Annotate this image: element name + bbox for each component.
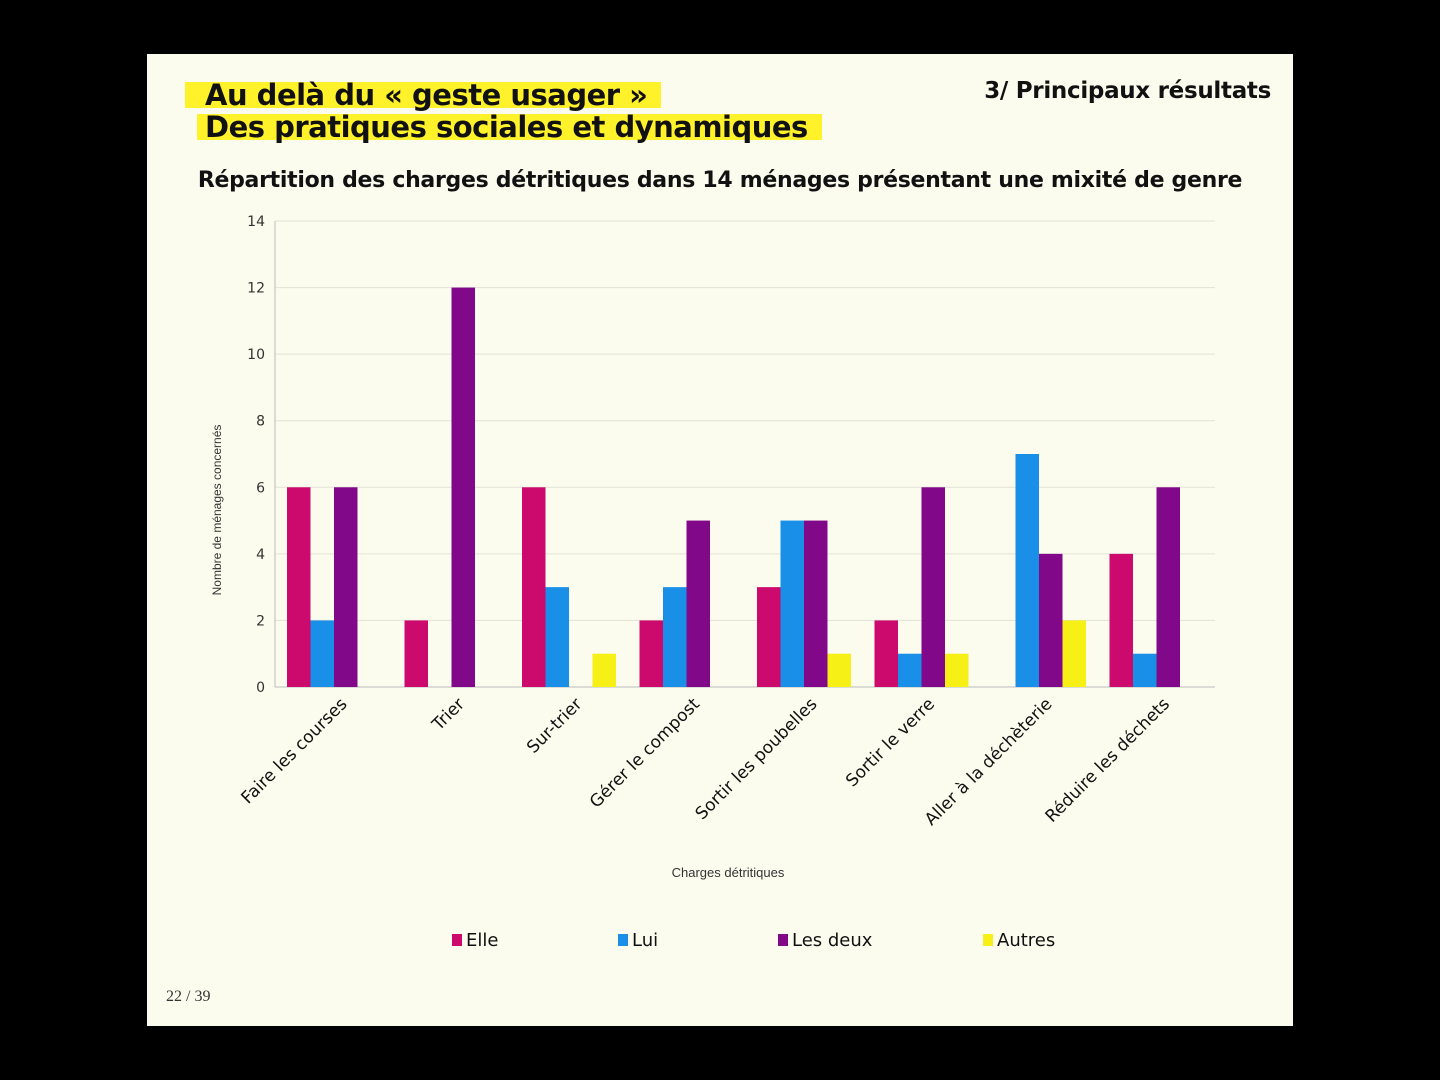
- bar-elle-reduire-les-dechets: [1109, 553, 1133, 687]
- bar-les-deux-sortir-le-verre: [921, 487, 945, 687]
- slide-title-line-2: Des pratiques sociales et dynamiques: [197, 113, 822, 142]
- y-tick-label: 14: [247, 214, 265, 230]
- y-axis-title: Nombre de ménages concernés: [210, 425, 224, 596]
- y-tick-label: 2: [256, 613, 265, 629]
- bar-les-deux-gerer-le-compost: [686, 520, 710, 687]
- bar-lui-sortir-le-verre: [898, 653, 922, 687]
- x-tick-label-sur-trier: Sur-trier: [523, 694, 586, 757]
- bar-elle-sortir-les-poubelles: [757, 587, 781, 687]
- bar-elle-sortir-le-verre: [874, 620, 898, 687]
- x-tick-label-trier: Trier: [428, 694, 469, 735]
- x-tick-label-sortir-les-poubelles: Sortir les poubelles: [692, 694, 822, 824]
- bar-lui-gerer-le-compost: [663, 587, 687, 687]
- y-tick-label: 4: [256, 547, 265, 563]
- y-tick-label: 0: [256, 680, 265, 696]
- bar-elle-faire-les-courses: [287, 487, 311, 687]
- bar-lui-reduire-les-dechets: [1133, 653, 1157, 687]
- bar-les-deux-aller-a-la-decheterie: [1039, 553, 1063, 687]
- bar-les-deux-sortir-les-poubelles: [804, 520, 828, 687]
- y-tick-label: 6: [256, 480, 265, 496]
- legend-swatch-autres: [983, 934, 993, 946]
- bar-elle-gerer-le-compost: [639, 620, 663, 687]
- x-tick-label-reduire-les-dechets: Réduire les déchets: [1042, 694, 1174, 826]
- bar-elle-trier: [404, 620, 428, 687]
- bar-chart: 0 2 4 6 8 10 12 14 Faire les courses Trier Sur-tri…: [210, 214, 1215, 951]
- legend-swatch-elle: [452, 934, 462, 946]
- legend-label-autres: Autres: [997, 930, 1055, 951]
- legend-label-lui: Lui: [632, 930, 658, 951]
- bar-autres-aller-a-la-decheterie: [1062, 620, 1086, 687]
- bar-autres-sortir-le-verre: [945, 653, 969, 687]
- y-tick-label: 8: [256, 414, 265, 430]
- slide-title-line-1: Au delà du « geste usager »: [185, 81, 662, 110]
- section-heading: 3/ Principaux résultats: [984, 78, 1271, 104]
- legend-swatch-lui: [618, 934, 628, 946]
- bar-lui-aller-a-la-decheterie: [1015, 454, 1039, 687]
- y-tick-label: 12: [247, 281, 265, 297]
- bar-elle-sur-trier: [522, 487, 546, 687]
- x-axis-title: Charges détritiques: [672, 865, 785, 880]
- bar-lui-sortir-les-poubelles: [780, 520, 804, 687]
- legend-label-elle: Elle: [466, 930, 498, 951]
- y-tick-label: 10: [247, 347, 265, 363]
- bar-lui-faire-les-courses: [310, 620, 334, 687]
- x-tick-label-aller-a-la-decheterie: Aller à la déchèterie: [921, 694, 1056, 829]
- bar-autres-sur-trier: [592, 653, 616, 687]
- bar-les-deux-trier: [451, 287, 475, 687]
- legend-label-les-deux: Les deux: [792, 930, 873, 951]
- x-tick-label-faire-les-courses: Faire les courses: [238, 694, 352, 808]
- bar-les-deux-faire-les-courses: [334, 487, 358, 687]
- slide: Au delà du « geste usager » Des pratique…: [147, 54, 1293, 1026]
- bar-les-deux-reduire-les-dechets: [1156, 487, 1180, 687]
- x-tick-label-gerer-le-compost: Gérer le compost: [586, 694, 704, 812]
- page-number: 22 / 39: [166, 988, 211, 1005]
- legend-swatch-les-deux: [778, 934, 788, 946]
- bar-lui-sur-trier: [545, 587, 569, 687]
- bar-autres-sortir-les-poubelles: [827, 653, 851, 687]
- chart-title: Répartition des charges détritiques dans…: [197, 168, 1243, 193]
- x-tick-label-sortir-le-verre: Sortir le verre: [842, 694, 939, 791]
